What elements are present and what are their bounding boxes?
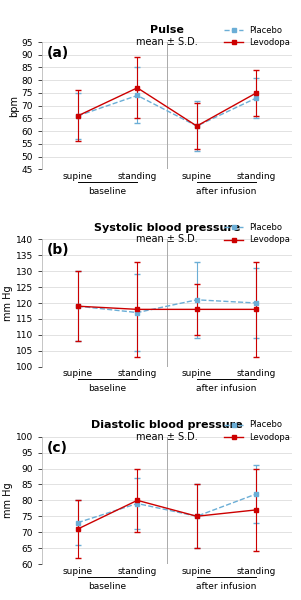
Y-axis label: mm Hg: mm Hg [3,285,13,321]
Text: mean ± S.D.: mean ± S.D. [136,234,198,244]
Text: baseline: baseline [88,582,127,591]
Text: Diastolic blood pressure: Diastolic blood pressure [91,420,243,430]
Text: after infusion: after infusion [196,582,257,591]
Legend: Placebo, Levodopa: Placebo, Levodopa [225,26,290,47]
Text: (b): (b) [47,243,70,257]
Legend: Placebo, Levodopa: Placebo, Levodopa [225,223,290,244]
Text: after infusion: after infusion [196,385,257,394]
Text: mean ± S.D.: mean ± S.D. [136,37,198,47]
Text: baseline: baseline [88,187,127,196]
Text: baseline: baseline [88,385,127,394]
Text: mean ± S.D.: mean ± S.D. [136,431,198,442]
Text: Systolic blood pressure: Systolic blood pressure [94,223,240,233]
Text: (a): (a) [47,46,70,60]
Text: Pulse: Pulse [150,25,184,35]
Text: (c): (c) [47,440,68,455]
Legend: Placebo, Levodopa: Placebo, Levodopa [225,421,290,442]
Text: after infusion: after infusion [196,187,257,196]
Y-axis label: bpm: bpm [9,95,19,116]
Y-axis label: mm Hg: mm Hg [3,482,13,518]
